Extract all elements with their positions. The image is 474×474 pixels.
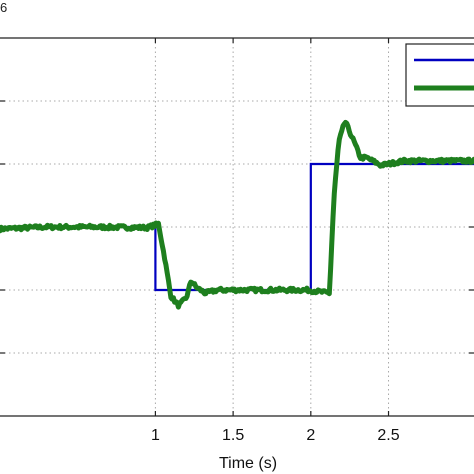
plot-frame [0, 37, 474, 417]
x-tick-label-2: 2 [306, 427, 315, 444]
x-axis-label: Time (s) [219, 455, 277, 472]
x-tick-labels: 1 1.5 2 2.5 [151, 427, 400, 444]
data-series [0, 119, 474, 310]
x-tick-label-1: 1.5 [222, 427, 244, 444]
legend [405, 43, 474, 107]
corner-exponent-label: 6 [0, 0, 7, 15]
x-tick-label-0: 1 [151, 427, 160, 444]
legend-box [405, 43, 474, 107]
x-tick-label-3: 2.5 [377, 427, 399, 444]
series-1-measured-line [0, 119, 474, 310]
